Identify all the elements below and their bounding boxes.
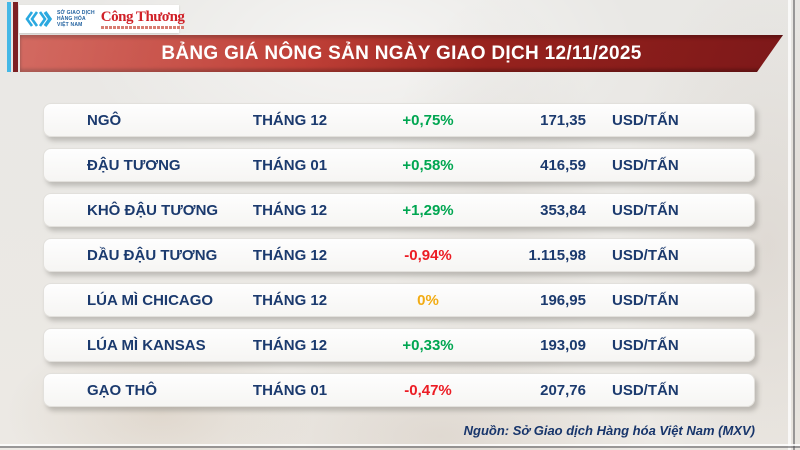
commodity-name: LÚA MÌ CHICAGO — [87, 291, 214, 309]
change-value: +0,33% — [402, 336, 454, 354]
mxv-chevrons-icon — [24, 10, 54, 28]
mxv-logo: SỞ GIAO DỊCH HÀNG HÓA VIỆT NAM — [24, 10, 95, 28]
commodity-name: KHÔ ĐẬU TƯƠNG — [87, 201, 219, 219]
unit-label: USD/TẤN — [612, 156, 679, 174]
commodity-name: ĐẬU TƯƠNG — [87, 156, 181, 174]
commodity-name: NGÔ — [87, 111, 122, 129]
right-edge-highlight — [788, 0, 791, 450]
contract-month: THÁNG 12 — [252, 336, 328, 354]
table-row: ĐẬU TƯƠNG THÁNG 01 +0,58% 416,59 USD/TẤN — [43, 148, 755, 182]
unit-label: USD/TẤN — [612, 381, 679, 399]
price-value: 1.115,98 — [528, 246, 586, 264]
table-row: DẦU ĐẬU TƯƠNG THÁNG 12 -0,94% 1.115,98 U… — [43, 238, 755, 272]
right-edge-line — [793, 0, 795, 450]
contract-month: THÁNG 12 — [252, 201, 328, 219]
table-row: KHÔ ĐẬU TƯƠNG THÁNG 12 +1,29% 353,84 USD… — [43, 193, 755, 227]
price-value: 353,84 — [540, 201, 586, 219]
left-stripe-cyan — [7, 2, 11, 72]
table-row: NGÔ THÁNG 12 +0,75% 171,35 USD/TẤN — [43, 103, 755, 137]
change-value: +0,75% — [402, 111, 454, 129]
commodity-name: GẠO THÔ — [87, 381, 157, 399]
contract-month: THÁNG 12 — [252, 246, 328, 264]
congthuong-tagline-rule — [100, 25, 185, 29]
price-table: NGÔ THÁNG 12 +0,75% 171,35 USD/TẤN ĐẬU T… — [43, 103, 755, 407]
commodity-name: DẦU ĐẬU TƯƠNG — [87, 246, 218, 264]
title-banner: BẢNG GIÁ NÔNG SẢN NGÀY GIAO DỊCH 12/11/2… — [20, 35, 783, 72]
contract-month: THÁNG 12 — [252, 291, 328, 309]
table-row: LÚA MÌ CHICAGO THÁNG 12 0% 196,95 USD/TẤ… — [43, 283, 755, 317]
contract-month: THÁNG 01 — [252, 156, 328, 174]
price-value: 193,09 — [540, 336, 586, 354]
left-stripe-maroon — [13, 2, 18, 72]
page-title: BẢNG GIÁ NÔNG SẢN NGÀY GIAO DỊCH 12/11/2… — [161, 42, 642, 64]
table-row: GẠO THÔ THÁNG 01 -0,47% 207,76 USD/TẤN — [43, 373, 755, 407]
contract-month: THÁNG 01 — [252, 381, 328, 399]
unit-label: USD/TẤN — [612, 336, 679, 354]
change-value: -0,94% — [404, 246, 452, 264]
congthuong-logo: Công Thương — [100, 8, 185, 29]
unit-label: USD/TẤN — [612, 201, 679, 219]
unit-label: USD/TẤN — [612, 246, 679, 264]
congthuong-wordmark: Công Thương — [100, 8, 185, 25]
source-note: Nguồn: Sở Giao dịch Hàng hóa Việt Nam (M… — [463, 423, 755, 438]
price-value: 196,95 — [540, 291, 586, 309]
price-value: 207,76 — [540, 381, 586, 399]
unit-label: USD/TẤN — [612, 111, 679, 129]
change-value: +1,29% — [402, 201, 454, 219]
change-value: -0,47% — [404, 381, 452, 399]
price-value: 171,35 — [540, 111, 586, 129]
change-value: 0% — [417, 291, 439, 309]
unit-label: USD/TẤN — [612, 291, 679, 309]
change-value: +0,58% — [402, 156, 454, 174]
table-row: LÚA MÌ KANSAS THÁNG 12 +0,33% 193,09 USD… — [43, 328, 755, 362]
bottom-edge-line — [0, 446, 800, 448]
mxv-org-name: SỞ GIAO DỊCH HÀNG HÓA VIỆT NAM — [57, 10, 95, 28]
commodity-name: LÚA MÌ KANSAS — [87, 336, 206, 354]
contract-month: THÁNG 12 — [252, 111, 328, 129]
logo-bar: SỞ GIAO DỊCH HÀNG HÓA VIỆT NAM Công Thươ… — [19, 5, 185, 33]
price-value: 416,59 — [540, 156, 586, 174]
